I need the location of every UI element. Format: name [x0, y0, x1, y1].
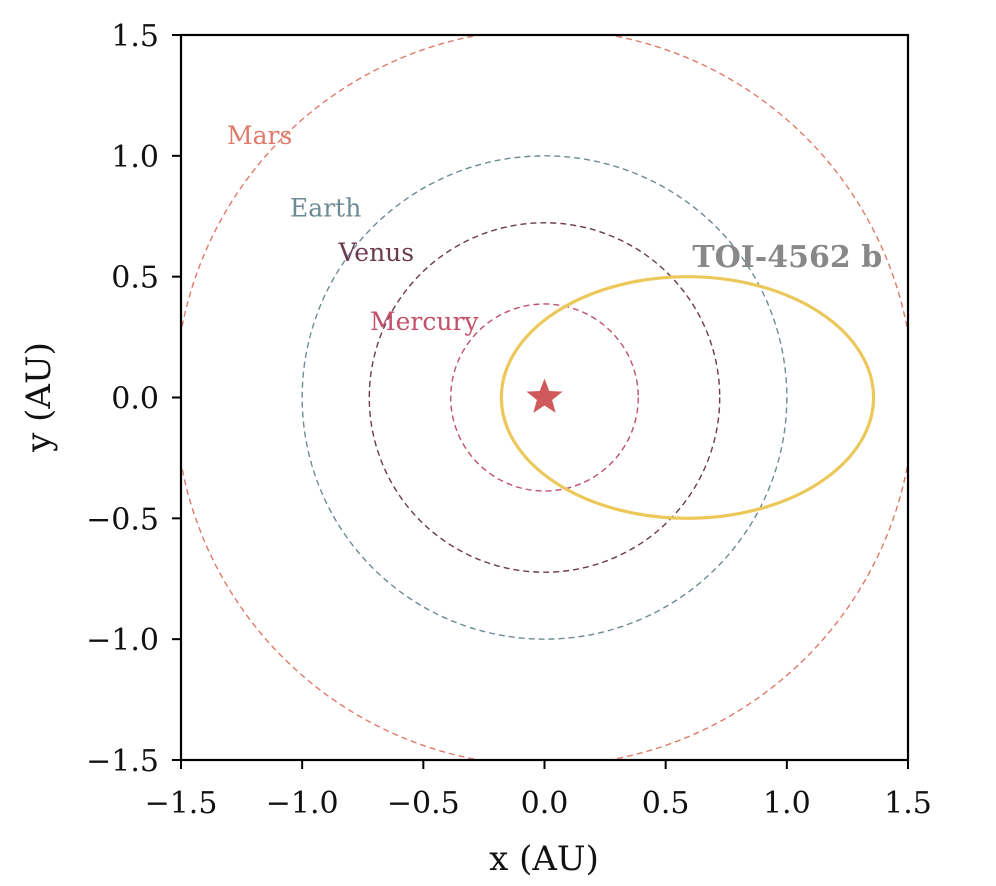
orbit-label-mars: Mars	[227, 121, 292, 150]
orbit-toi-4562-b	[499, 275, 876, 520]
ticks-layer: −1.5 −1.0 −0.5 0.0 0.5 1.0 1.5 −1.5 −1.0 −0.5 0.0 0…	[86, 19, 932, 821]
y-tick-label: 0.0	[111, 382, 159, 417]
orbit-venus	[368, 222, 721, 573]
orbit-labels-layer: Mercury Venus Earth Mars TOI-4562 b	[227, 121, 882, 336]
x-tick-label: 1.0	[763, 786, 811, 821]
y-tick-label: −1.5	[86, 744, 159, 779]
y-tick-label: −1.0	[86, 623, 159, 658]
x-tick-label: −1.0	[266, 786, 339, 821]
x-axis-title: x (AU)	[489, 839, 599, 879]
star-layer	[526, 378, 563, 413]
orbit-label-earth: Earth	[290, 193, 361, 222]
x-tick-label: 0.0	[521, 786, 569, 821]
orbit-label-toi-4562-b: TOI-4562 b	[692, 240, 882, 275]
x-tick-label: 1.5	[884, 786, 932, 821]
x-tick-label: −0.5	[387, 786, 460, 821]
orbits-layer	[181, 35, 908, 760]
orbit-earth	[301, 155, 788, 640]
y-tick-label: 0.5	[111, 261, 159, 296]
orbit-mercury	[450, 303, 639, 492]
x-tick-label: −1.5	[145, 786, 218, 821]
y-tick-label: −0.5	[86, 502, 159, 537]
y-tick-label: 1.0	[111, 140, 159, 175]
y-axis-title: y (AU)	[19, 342, 59, 453]
orbit-label-venus: Venus	[338, 238, 415, 267]
x-tick-label: 0.5	[642, 786, 690, 821]
y-tick-label: 1.5	[111, 19, 159, 54]
orbit-label-mercury: Mercury	[370, 307, 479, 336]
host-star-marker	[526, 378, 563, 413]
